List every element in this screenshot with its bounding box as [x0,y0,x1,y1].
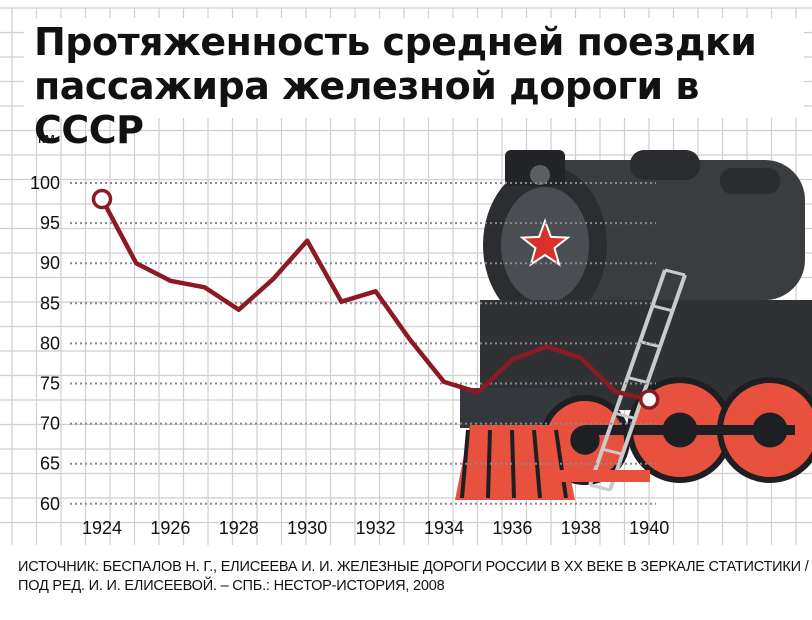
sand-dome [720,168,780,194]
x-tick-label: 1926 [150,518,190,538]
pilot-bar [512,430,514,498]
source-note: ИСТОЧНИК: БЕСПАЛОВ Н. Г., ЕЛИСЕЕВА И. И.… [18,558,798,596]
title-line: Протяженность средней поездки [34,20,804,64]
steam-dome [630,150,700,180]
x-tick-label: 1928 [219,518,259,538]
y-tick-label: 70 [40,414,60,434]
x-tick-label: 1930 [287,518,327,538]
x-tick-label: 1940 [629,518,669,538]
x-tick-label: 1936 [492,518,532,538]
y-tick-label: 85 [40,293,60,313]
y-tick-label: 90 [40,253,60,273]
x-tick-label: 1924 [82,518,122,538]
connecting-rod [585,425,795,435]
y-tick-label: 95 [40,213,60,233]
title-line: пассажира железной дороги в СССР [34,64,804,152]
pilot-bar [488,430,490,498]
data-point-endpoint [94,191,111,208]
y-tick-label: 75 [40,374,60,394]
chart-title: Протяженность средней поездки пассажира … [34,20,804,152]
y-tick-label: 100 [30,173,60,193]
source-line: ИСТОЧНИК: БЕСПАЛОВ Н. Г., ЕЛИСЕЕВА И. И.… [18,558,798,577]
y-tick-label: 80 [40,333,60,353]
steam-locomotive-icon [455,150,812,500]
source-line: ПОД РЕД. И. И. ЕЛИСЕЕВОЙ. – СПБ.: НЕСТОР… [18,577,798,596]
step [560,470,650,482]
y-tick-label: 65 [40,454,60,474]
x-tick-label: 1938 [561,518,601,538]
x-tick-label: 1932 [356,518,396,538]
x-tick-label: 1934 [424,518,464,538]
y-tick-label: 60 [40,494,60,514]
data-point-endpoint [641,391,658,408]
